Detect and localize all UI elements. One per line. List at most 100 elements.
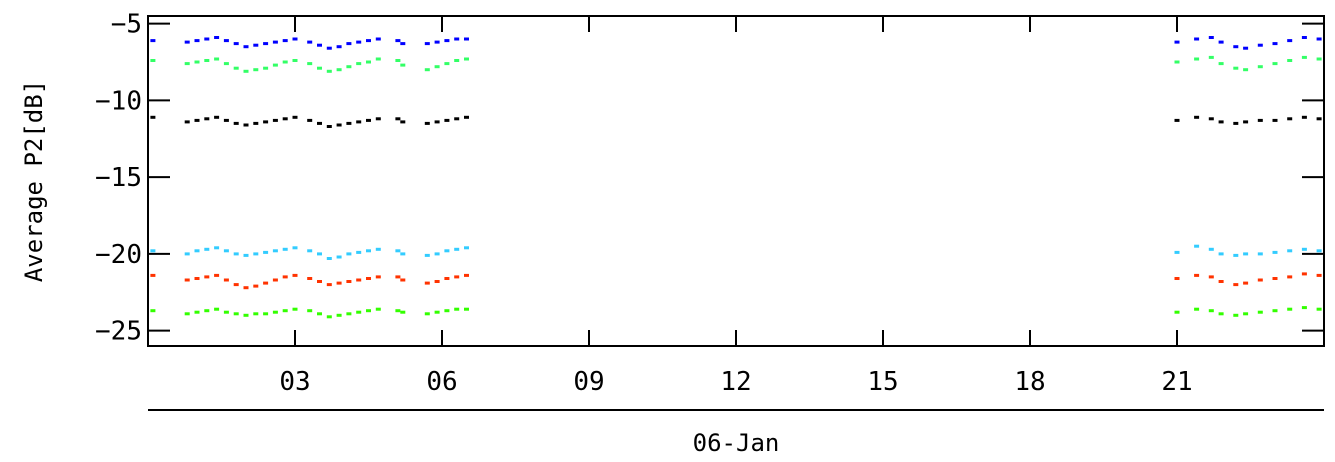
data-point — [1243, 252, 1249, 256]
data-point — [184, 252, 190, 256]
data-point — [1287, 117, 1293, 121]
data-point — [204, 309, 210, 313]
data-point — [1287, 249, 1293, 253]
data-point — [1233, 313, 1239, 317]
data-point — [326, 69, 332, 73]
data-point — [1208, 309, 1214, 313]
data-point — [366, 118, 371, 122]
data-point — [1174, 310, 1180, 314]
data-point — [346, 65, 352, 69]
data-point — [1194, 307, 1200, 311]
data-point — [1301, 115, 1307, 119]
data-point — [253, 312, 259, 316]
data-point — [424, 42, 430, 46]
data-point — [150, 273, 156, 277]
data-point — [1272, 118, 1278, 122]
series-3 — [150, 244, 1322, 260]
data-point — [253, 252, 259, 256]
data-point — [253, 284, 259, 288]
data-point — [223, 62, 229, 66]
data-point — [1194, 57, 1200, 61]
data-point — [317, 312, 322, 316]
data-point — [1272, 309, 1278, 313]
data-point — [253, 121, 259, 125]
data-point — [464, 273, 469, 277]
data-point — [375, 247, 381, 251]
data-point — [1233, 253, 1239, 257]
data-point — [272, 63, 278, 67]
data-point — [292, 307, 298, 311]
data-point — [272, 278, 278, 282]
data-point — [1316, 37, 1322, 41]
data-point — [223, 310, 229, 314]
data-point — [1233, 121, 1239, 125]
data-point — [346, 42, 352, 46]
data-point — [214, 115, 220, 119]
data-point — [263, 250, 269, 254]
x-tick-label: 21 — [1161, 367, 1192, 397]
y-tick-label: −20 — [95, 240, 142, 270]
data-point — [336, 255, 342, 259]
data-point — [214, 307, 220, 311]
data-point — [317, 252, 322, 256]
y-tick-label: −5 — [111, 10, 142, 40]
data-point — [464, 37, 469, 41]
data-point — [326, 257, 332, 260]
data-point — [1272, 62, 1278, 66]
data-point — [356, 278, 362, 282]
data-point — [395, 275, 401, 279]
data-point — [1316, 273, 1322, 277]
series-2 — [150, 115, 1322, 128]
data-point — [346, 252, 352, 256]
data-point — [223, 278, 229, 282]
data-point — [336, 313, 342, 317]
data-point — [194, 249, 200, 253]
data-point — [204, 247, 210, 251]
data-point — [356, 120, 362, 124]
data-point — [194, 277, 200, 280]
data-point — [1301, 247, 1307, 251]
data-point — [326, 283, 332, 287]
data-point — [263, 42, 269, 46]
data-point — [366, 39, 371, 43]
data-point — [395, 249, 401, 253]
data-point — [326, 46, 332, 50]
y-tick-label: −15 — [95, 163, 142, 193]
data-point — [233, 252, 239, 256]
data-point — [375, 307, 381, 311]
data-point — [336, 123, 342, 127]
data-point — [1208, 117, 1214, 121]
data-point — [150, 309, 156, 313]
data-point — [454, 59, 460, 62]
data-point — [336, 281, 342, 285]
data-point — [1272, 42, 1278, 46]
data-point — [444, 249, 450, 253]
data-point — [184, 62, 190, 66]
data-point — [282, 117, 288, 121]
data-point — [400, 310, 406, 314]
data-point — [150, 115, 156, 119]
data-point — [1194, 37, 1200, 41]
series-5 — [150, 306, 1322, 319]
plot-frame — [147, 15, 1325, 347]
data-point — [375, 37, 381, 41]
data-point — [464, 246, 469, 250]
data-point — [282, 39, 288, 43]
data-point — [253, 43, 259, 47]
data-point — [223, 39, 229, 43]
data-point — [292, 37, 298, 41]
y-tick-label: −25 — [95, 317, 142, 347]
data-point — [454, 117, 460, 121]
data-point — [1218, 252, 1224, 256]
data-point — [1301, 55, 1307, 59]
data-point — [194, 310, 200, 314]
data-point — [307, 249, 313, 253]
series-0 — [150, 36, 1322, 50]
data-point — [282, 309, 288, 313]
data-point — [1208, 275, 1214, 279]
data-point — [233, 283, 239, 287]
data-point — [424, 281, 430, 285]
data-point — [253, 68, 259, 72]
data-point — [292, 273, 298, 277]
data-point — [214, 273, 220, 277]
